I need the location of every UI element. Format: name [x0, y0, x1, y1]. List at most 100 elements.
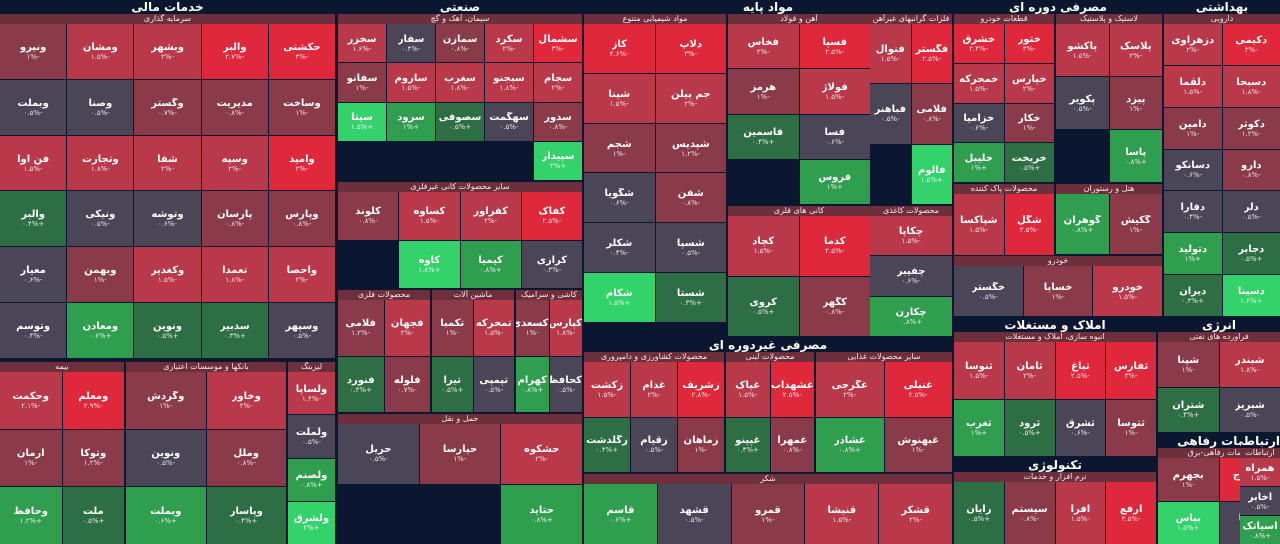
stock-tile[interactable]: فلوله -۰.۷%	[384, 356, 430, 412]
stock-tile[interactable]: سصوفی +۰.۵%	[436, 102, 484, 141]
stock-tile[interactable]: ثفارس -۳%	[1106, 342, 1156, 399]
stock-tile[interactable]: تکمبا -۱%	[432, 300, 473, 356]
stock-tile[interactable]: کاوه +۱.۸%	[399, 240, 460, 288]
stock-tile[interactable]: خزامیا -۰.۶%	[954, 103, 1004, 143]
stock-tile[interactable]: ولشرق +۲%	[288, 501, 335, 544]
stock-tile[interactable]: بجهرم -۱%	[1158, 458, 1219, 501]
stock-tile[interactable]: خمحرکه -۱.۵%	[954, 63, 1004, 103]
stock-tile[interactable]: جم پیلن -۲%	[655, 73, 726, 123]
stock-tile[interactable]: ثباغ -۲.۵%	[1055, 342, 1106, 399]
stock-tile[interactable]: حکشتی -۳%	[268, 24, 335, 79]
stock-tile[interactable]: دفارا -۰.۴%	[1164, 191, 1222, 233]
stock-tile[interactable]: وخاور -۲%	[206, 372, 286, 429]
stock-tile[interactable]: کپارس -۱.۸%	[549, 300, 582, 356]
stock-tile[interactable]: زکشت -۱.۵%	[584, 362, 630, 417]
stock-tile[interactable]: سشمال -۳%	[534, 24, 582, 63]
stock-tile[interactable]: سکرد -۲%	[485, 24, 533, 63]
stock-tile[interactable]: کهرام +۰.۸%	[516, 356, 549, 412]
stock-tile[interactable]: وتوسم -۰.۴%	[0, 303, 67, 358]
stock-tile[interactable]: فنورد +۰.۴%	[338, 356, 384, 412]
stock-tile[interactable]: خودرو -۱.۵%	[1093, 266, 1162, 316]
stock-tile[interactable]: دتولید +۱%	[1164, 233, 1222, 275]
stock-tile[interactable]: پاسا +۰.۸%	[1109, 130, 1162, 182]
stock-tile[interactable]: فباهنر -۰.۵%	[870, 84, 911, 144]
stock-tile[interactable]: فجهان -۲%	[384, 300, 430, 356]
stock-tile[interactable]: چکاپا -۱.۵%	[870, 216, 952, 256]
stock-tile[interactable]: سغرب -۱.۸%	[436, 63, 484, 102]
stock-tile[interactable]: شبندر -۱.۸%	[1219, 342, 1280, 387]
stock-tile[interactable]: سدبیر +۰.۳%	[201, 303, 268, 358]
stock-tile[interactable]: والبر -۲.۷%	[201, 24, 268, 79]
stock-tile[interactable]: شپدیس -۱.۲%	[655, 123, 726, 173]
stock-tile[interactable]: وسپهر -۰.۵%	[268, 303, 335, 358]
stock-tile[interactable]: وساخت -۱%	[268, 79, 335, 135]
stock-tile[interactable]: وتجارت -۱.۸%	[67, 135, 134, 191]
stock-tile[interactable]: پلاسک -۲%	[1109, 24, 1162, 76]
stock-tile[interactable]: تیرا +۰.۵%	[432, 356, 473, 412]
stock-tile[interactable]: خکار -۱%	[1004, 103, 1054, 143]
stock-tile[interactable]: ثشرق -۰.۶%	[1055, 399, 1106, 456]
stock-tile[interactable]: پارسان -۰.۸%	[201, 191, 268, 247]
stock-tile[interactable]: ثنوسا -۱.۵%	[954, 342, 1004, 399]
stock-tile[interactable]: سیتا +۱.۵%	[338, 102, 386, 141]
stock-tile[interactable]: شسپا -۰.۵%	[655, 223, 726, 273]
stock-tile[interactable]: ومشان -۱.۵%	[67, 24, 134, 79]
stock-tile[interactable]: وگستر -۰.۷%	[134, 79, 201, 135]
stock-tile[interactable]: خریخت +۰.۵%	[1004, 143, 1054, 182]
stock-tile[interactable]: زشریف -۲.۸%	[678, 362, 724, 417]
stock-tile[interactable]: فروس +۱%	[799, 159, 870, 204]
stock-tile[interactable]: پیزد -۱%	[1109, 77, 1162, 129]
stock-tile[interactable]: وامید -۲%	[268, 135, 335, 191]
stock-tile[interactable]: کحافظ -۰.۵%	[549, 356, 582, 412]
stock-tile[interactable]: ثغرب +۱%	[954, 399, 1004, 456]
stock-tile[interactable]: حپارسا -۱%	[419, 424, 501, 484]
stock-tile[interactable]: سپیدار +۲%	[534, 141, 582, 180]
stock-tile[interactable]: غنیلی -۲.۵%	[884, 362, 952, 417]
stock-tile[interactable]: وسپه -۲%	[201, 135, 268, 191]
stock-tile[interactable]: دارو -۰.۸%	[1222, 149, 1280, 191]
stock-tile[interactable]: آرمان -۱%	[0, 429, 62, 487]
stock-tile[interactable]: شپنا -۱.۵%	[584, 73, 655, 123]
stock-tile[interactable]: حشکوه -۲%	[501, 424, 582, 484]
stock-tile[interactable]: سمازن -۰.۸%	[436, 24, 484, 63]
stock-tile[interactable]: دجابر +۰.۵%	[1222, 233, 1280, 275]
stock-tile[interactable]: دکیمی -۳%	[1222, 24, 1280, 65]
stock-tile[interactable]: غشهداب -۲.۵%	[770, 362, 814, 417]
stock-tile[interactable]: قاسم +۰.۶%	[584, 484, 657, 544]
stock-tile[interactable]: کساوه -۱.۵%	[399, 192, 460, 240]
stock-tile[interactable]: حتاید +۰.۸%	[501, 484, 582, 544]
stock-tile[interactable]: تپمپی -۰.۵%	[473, 356, 514, 412]
stock-tile[interactable]: زگلدشت +۰.۴%	[584, 417, 630, 472]
stock-tile[interactable]: دامین -۱%	[1164, 107, 1222, 149]
stock-tile[interactable]: دیران +۰.۳%	[1164, 275, 1222, 316]
stock-tile[interactable]: سفانو -۱%	[338, 63, 386, 102]
stock-tile[interactable]: قمرو -۱%	[731, 484, 805, 544]
stock-tile[interactable]: ونیرو -۱%	[0, 24, 67, 79]
stock-tile[interactable]: فخاس -۲%	[728, 24, 799, 69]
stock-tile[interactable]: کروی +۰.۵%	[728, 276, 799, 336]
stock-tile[interactable]: پکویر -۰.۵%	[1056, 77, 1109, 129]
stock-tile[interactable]: کچاد -۱.۵%	[728, 216, 799, 276]
stock-tile[interactable]: دسبحا -۱.۸%	[1222, 65, 1280, 107]
stock-tile[interactable]: شستا +۰.۳%	[655, 273, 726, 322]
stock-tile[interactable]: فسپا -۲.۵%	[799, 24, 870, 69]
stock-tile[interactable]: تعمدا -۱.۸%	[201, 247, 268, 303]
stock-tile[interactable]: کدما -۲.۵%	[799, 216, 870, 276]
stock-tile[interactable]: شفا -۲%	[134, 135, 201, 191]
stock-tile[interactable]: شتران +۰.۴%	[1158, 387, 1219, 432]
stock-tile[interactable]: گوهران +۰.۸%	[1056, 194, 1109, 254]
stock-tile[interactable]: افرا -۱.۵%	[1055, 482, 1106, 544]
stock-tile[interactable]: غگرجی -۲%	[816, 362, 884, 417]
stock-tile[interactable]: چکارن +۰.۸%	[870, 296, 952, 336]
stock-tile[interactable]: ومعادن +۰.۶%	[67, 303, 134, 358]
stock-tile[interactable]: شگویا -۰.۶%	[584, 173, 655, 223]
stock-tile[interactable]: خلیبل +۱%	[954, 143, 1004, 182]
stock-tile[interactable]: خساپا -۱%	[1023, 266, 1093, 316]
stock-tile[interactable]: وتوکا -۱.۲%	[62, 429, 124, 487]
stock-tile[interactable]: ونوین +۰.۵%	[134, 303, 201, 358]
stock-tile[interactable]: فگستر -۲.۵%	[911, 24, 952, 84]
stock-tile[interactable]: فن آوا -۱.۵%	[0, 135, 67, 191]
stock-tile[interactable]: وپارس -۰.۸%	[268, 191, 335, 247]
stock-tile[interactable]: سبجنو -۱.۸%	[485, 63, 533, 102]
stock-tile[interactable]: شجم -۱%	[584, 123, 655, 173]
